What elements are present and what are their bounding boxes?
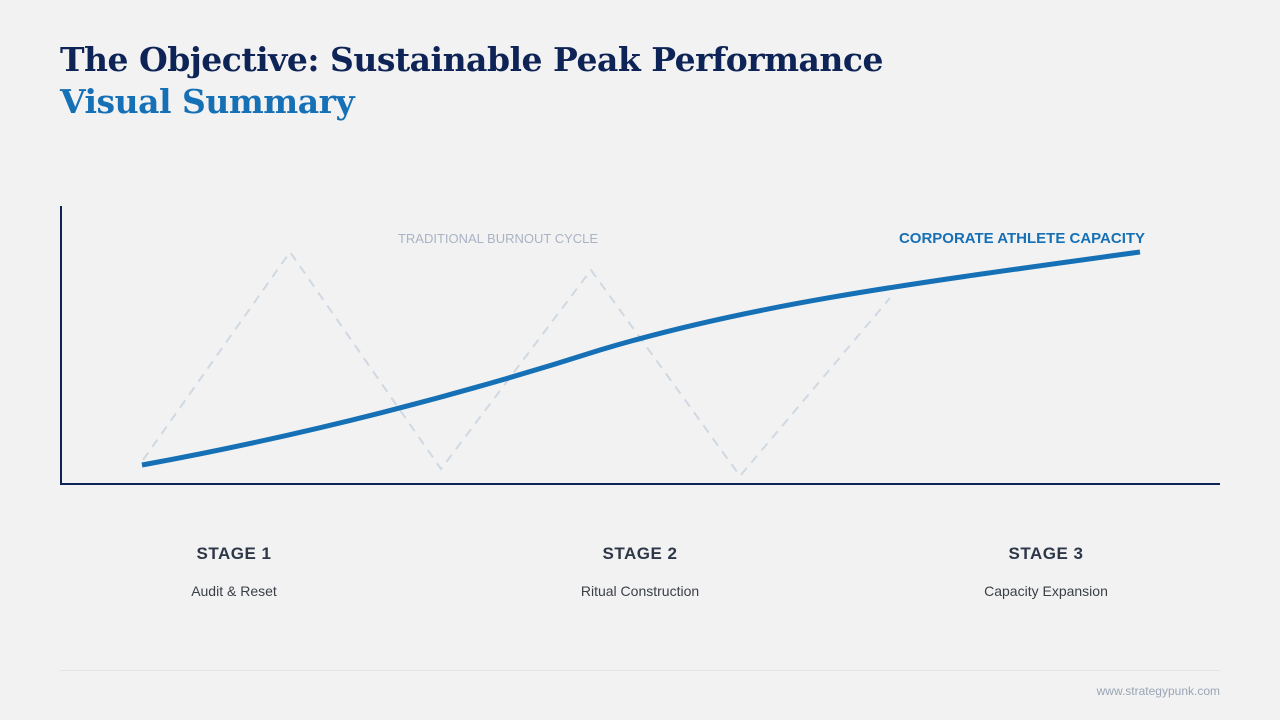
capacity-curve: [141, 249, 1141, 468]
stage-2: STAGE 2 Ritual Construction: [520, 544, 760, 599]
stage-1: STAGE 1 Audit & Reset: [114, 544, 354, 599]
stage-description: Ritual Construction: [580, 583, 700, 599]
burnout-cycle-label: TRADITIONAL BURNOUT CYCLE: [398, 231, 598, 246]
capacity-label: CORPORATE ATHLETE CAPACITY: [899, 230, 1145, 247]
stage-3: STAGE 3 Capacity Expansion: [926, 544, 1166, 599]
burnout-cycle-line: [142, 250, 891, 478]
stage-title: STAGE 2: [602, 544, 678, 563]
page-subtitle: Visual Summary: [60, 82, 355, 121]
stage-title: STAGE 3: [1008, 544, 1084, 563]
footer-url: www.strategypunk.com: [1096, 684, 1220, 698]
page-title: The Objective: Sustainable Peak Performa…: [60, 40, 883, 79]
stage-description: Audit & Reset: [191, 583, 277, 599]
stage-description: Capacity Expansion: [984, 583, 1108, 599]
stage-title: STAGE 1: [196, 544, 272, 563]
footer-divider: [60, 670, 1220, 671]
